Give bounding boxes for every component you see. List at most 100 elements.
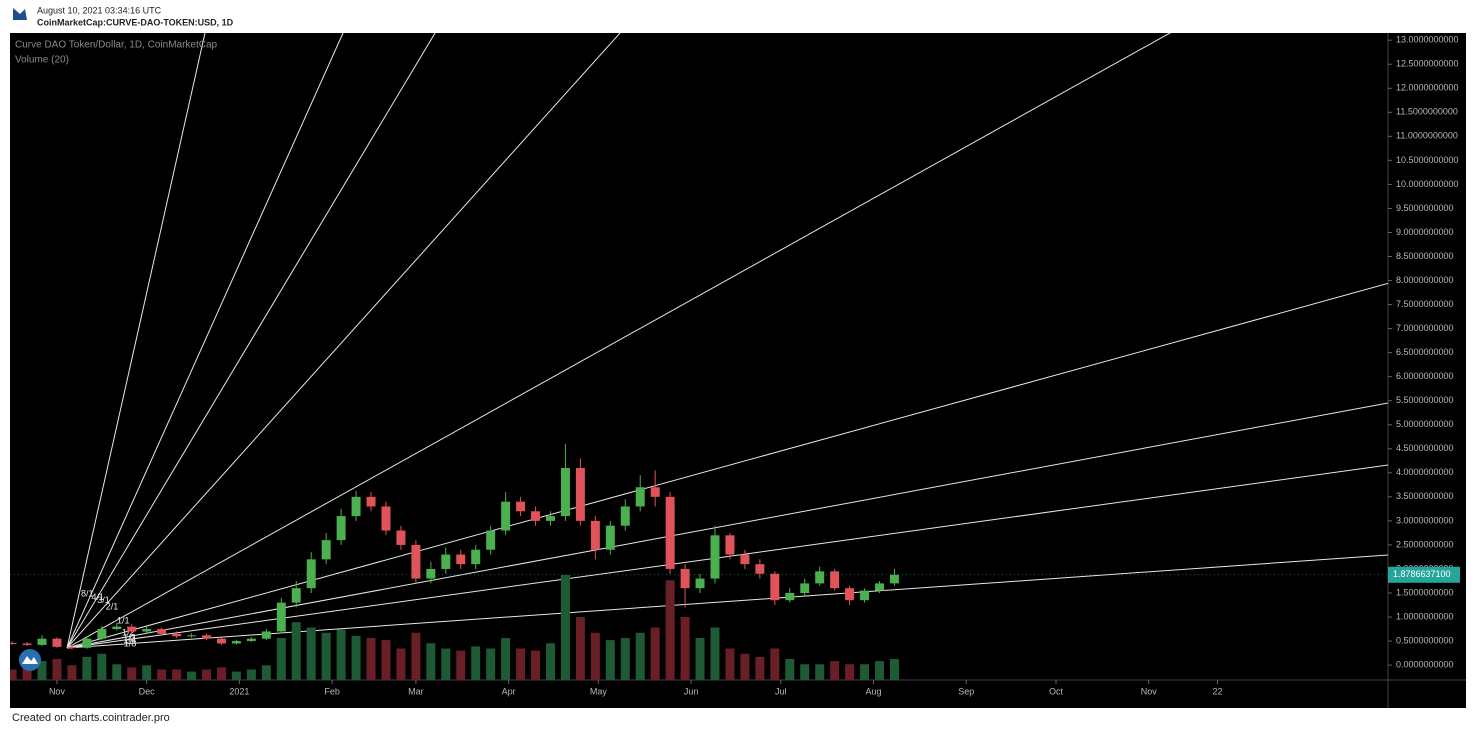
logo [13,8,27,20]
y-tick-label: 11.5000000000 [1396,107,1458,117]
volume-bar [22,667,32,680]
candle-body [800,583,810,593]
volume-bar [740,653,750,680]
candle-body [531,511,541,521]
y-tick-label: 1.5000000000 [1396,587,1454,597]
candle-body [10,642,17,644]
volume-bar [426,643,436,680]
tv-badge-icon [22,656,38,664]
y-tick-label: 12.5000000000 [1396,59,1459,69]
y-tick-label: 2.5000000000 [1396,539,1454,549]
candle-body [187,635,197,637]
x-tick-label: Mar [408,686,424,696]
chart-background [10,33,1466,708]
fan-line [66,33,1171,649]
candle-body [501,501,511,531]
candle-body [246,638,256,642]
volume-bar [875,661,884,680]
y-tick-label: 7.0000000000 [1396,323,1454,333]
volume-bar [306,627,316,680]
volume-bar [680,617,690,680]
volume-bar [52,659,62,680]
x-tick-label: Jun [684,686,699,696]
volume-bar [231,671,241,680]
candle-body [411,544,421,579]
candle-body [815,571,825,584]
last-price-box [1388,566,1460,583]
x-tick-label: Jul [775,686,787,696]
candle-body [785,592,795,601]
x-tick-label: Dec [139,686,156,696]
candle-body [321,540,331,560]
fan-label: 4/1 [92,592,105,602]
candle-body [276,602,286,632]
volume-bar [770,648,780,680]
y-tick-label: 9.0000000000 [1396,227,1454,237]
y-tick-label: 7.5000000000 [1396,299,1454,309]
volume-bar [37,661,47,680]
volume-bar [710,627,720,680]
volume-bar [366,638,376,680]
fan-label: 8/1 [81,589,94,599]
candle-body [516,501,526,512]
volume-bar [381,640,391,680]
fan-label: 1/3 [123,632,136,642]
fan-line [66,554,1388,649]
candle-body [291,588,301,603]
volume-bar [351,635,361,680]
x-tick-label: Nov [1141,686,1158,696]
volume-bar [635,632,645,680]
x-tick-label: 22 [1212,686,1222,696]
candle-body [590,520,600,550]
y-tick-label: 12.0000000000 [1396,83,1459,93]
volume-bar [67,665,77,680]
candle-body [830,571,840,589]
volume-bar [172,669,182,680]
chart-title: Curve DAO Token/Dollar, 1D, CoinMarketCa… [15,40,218,51]
header-date: August 10, 2021 03:34:16 UTC [37,5,162,15]
volume-bar [82,656,92,680]
candle-body [82,638,92,648]
volume-bar [755,656,765,680]
volume-bar [725,648,735,680]
candle-body [202,635,212,639]
y-tick-label: 6.0000000000 [1396,371,1454,381]
candle-body [381,506,391,531]
candle-body [37,638,47,645]
x-tick-label: Oct [1049,686,1064,696]
x-tick-label: 2021 [229,686,249,696]
candle-body [97,629,107,639]
candle-body [620,506,630,526]
candle-body [456,554,466,565]
x-tick-label: May [590,686,608,696]
volume-bar [112,664,122,680]
volume-bar [336,629,346,680]
volume-bar [830,661,840,680]
y-tick-label: 4.5000000000 [1396,443,1454,453]
candle-body [351,496,361,517]
candle-body [127,626,137,632]
volume-bar [276,638,286,680]
fan-line [66,33,621,649]
fan-label: 1/1 [117,616,130,626]
volume-bar [605,640,615,680]
fan-label: 2/1 [106,601,119,611]
candle-body [336,516,346,541]
volume-bar [486,648,496,680]
y-tick-label: 9.5000000000 [1396,203,1454,213]
candle-body [52,638,62,647]
x-tick-label: Feb [324,686,340,696]
candle-body [366,496,376,507]
fan-line [66,402,1388,649]
fan-line [66,33,436,649]
x-tick-label: Aug [866,686,882,696]
candle-body [695,578,705,589]
last-price-label: 1.8786637100 [1393,569,1451,579]
volume-bar [142,665,152,680]
candle-body [396,530,406,545]
volume-bar [441,648,451,680]
candle-body [471,549,481,565]
y-tick-label: 1.0000000000 [1396,611,1454,621]
candle-body [650,487,660,497]
